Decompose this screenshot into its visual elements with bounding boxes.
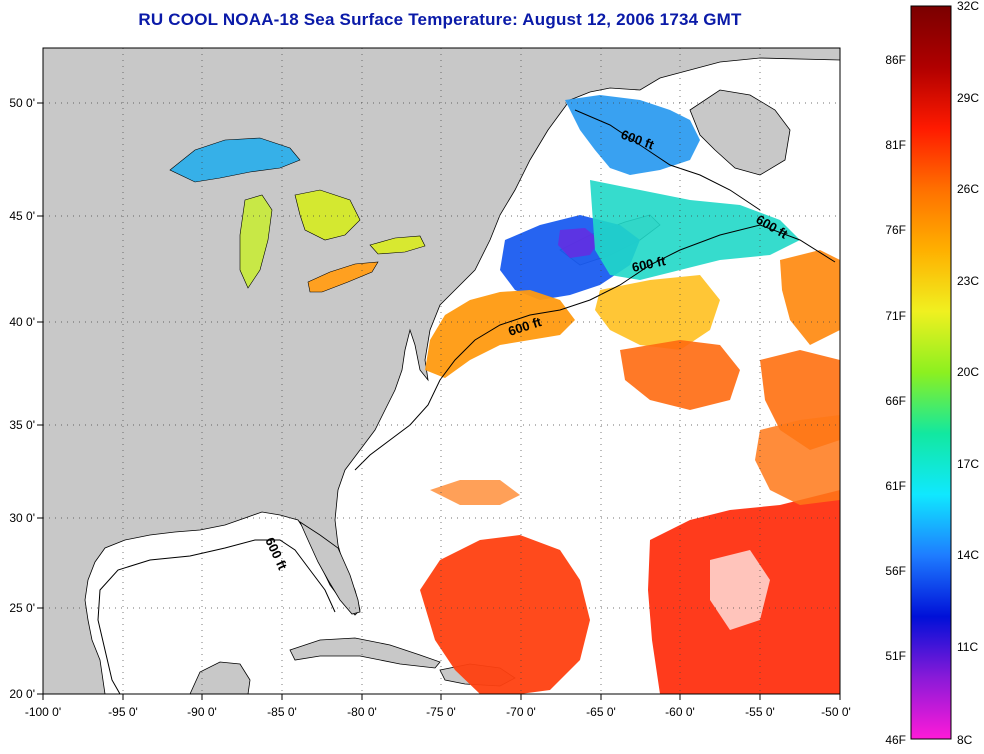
lon-tick-label: -85 0' [267, 705, 297, 719]
lake-superior [169, 137, 301, 183]
lon-tick-label: -50 0' [821, 705, 851, 719]
lat-tick-label: 25 0' [9, 601, 35, 615]
lake-erie [307, 261, 379, 293]
temperature-colorbar [910, 5, 952, 740]
sst-gulf-stream-patch [620, 340, 740, 410]
lon-tick-label: -100 0' [25, 705, 61, 719]
contour-label-gulf-of-maine: 600 ft [631, 253, 668, 275]
fahrenheit-label: 71F [885, 309, 906, 323]
lon-tick-label: -55 0' [745, 705, 775, 719]
celsius-label: 29C [957, 91, 979, 105]
lon-tick-label: -70 0' [506, 705, 536, 719]
celsius-label: 8C [957, 733, 973, 747]
lake-huron [294, 189, 361, 241]
sst-maine-coastal-cold [558, 228, 600, 258]
lon-tick-label: -95 0' [108, 705, 138, 719]
lon-tick-label: -90 0' [187, 705, 217, 719]
sst-cloud-patch [710, 550, 770, 630]
sst-mid-atlantic-bight [425, 290, 575, 378]
celsius-label: 11C [957, 640, 978, 654]
lat-tick-labels: 20 0' 25 0' 30 0' 35 0' 40 0' 45 0' 50 0… [9, 96, 35, 701]
celsius-label: 23C [957, 274, 979, 288]
fahrenheit-label: 86F [885, 53, 906, 67]
fahrenheit-label: 61F [885, 479, 906, 493]
graticule-grid [43, 48, 840, 694]
lon-tick-label: -75 0' [426, 705, 456, 719]
fahrenheit-label: 56F [885, 564, 906, 578]
newfoundland-land [689, 89, 791, 176]
celsius-label: 14C [957, 548, 979, 562]
isobath-600ft-gulf [97, 539, 336, 694]
sst-scotian-shelf [590, 180, 800, 280]
fahrenheit-label: 76F [885, 223, 906, 237]
lon-tick-label: -80 0' [347, 705, 377, 719]
lake-michigan [239, 194, 273, 289]
celsius-label: 32C [957, 0, 979, 13]
lat-tick-label: 45 0' [9, 209, 35, 223]
axis-ticks [37, 102, 841, 700]
sst-slope-water [595, 275, 720, 350]
colorbar-celsius-labels: 32C 29C 26C 23C 20C 17C 14C 11C 8C [957, 0, 979, 747]
lat-tick-label: 40 0' [9, 315, 35, 329]
fahrenheit-label: 81F [885, 138, 906, 152]
lake-ontario [369, 235, 426, 255]
lat-tick-label: 35 0' [9, 418, 35, 432]
sst-mid-orange [430, 480, 520, 505]
lon-tick-labels: -100 0' -95 0' -90 0' -85 0' -80 0' -75 … [25, 705, 851, 719]
fahrenheit-label: 46F [885, 733, 906, 747]
celsius-label: 26C [957, 182, 979, 196]
celsius-label: 20C [957, 365, 979, 379]
fahrenheit-label: 51F [885, 649, 906, 663]
colorbar-fahrenheit-labels: 86F 81F 76F 71F 66F 61F 56F 51F 46F [885, 53, 906, 747]
sst-bahamas-red [420, 535, 590, 694]
north-america-land [43, 48, 840, 694]
lat-tick-label: 30 0' [9, 511, 35, 525]
yucatan-land [189, 661, 251, 694]
lat-tick-label: 20 0' [9, 687, 35, 701]
cuba-land [289, 637, 441, 669]
lon-tick-label: -60 0' [665, 705, 695, 719]
sst-gulf-stlawrence [565, 95, 700, 175]
map-content: 600 ft 600 ft 600 ft 600 ft 600 ft [43, 48, 840, 694]
sst-ne-atlantic [780, 250, 840, 345]
lon-tick-label: -65 0' [586, 705, 616, 719]
fahrenheit-label: 66F [885, 394, 906, 408]
map-title: RU COOL NOAA-18 Sea Surface Temperature:… [138, 10, 742, 29]
lat-tick-label: 50 0' [9, 96, 35, 110]
sst-sargasso-orange [755, 415, 840, 505]
florida-land [299, 520, 361, 615]
celsius-label: 17C [957, 457, 979, 471]
isobath-600ft-north [574, 109, 761, 211]
